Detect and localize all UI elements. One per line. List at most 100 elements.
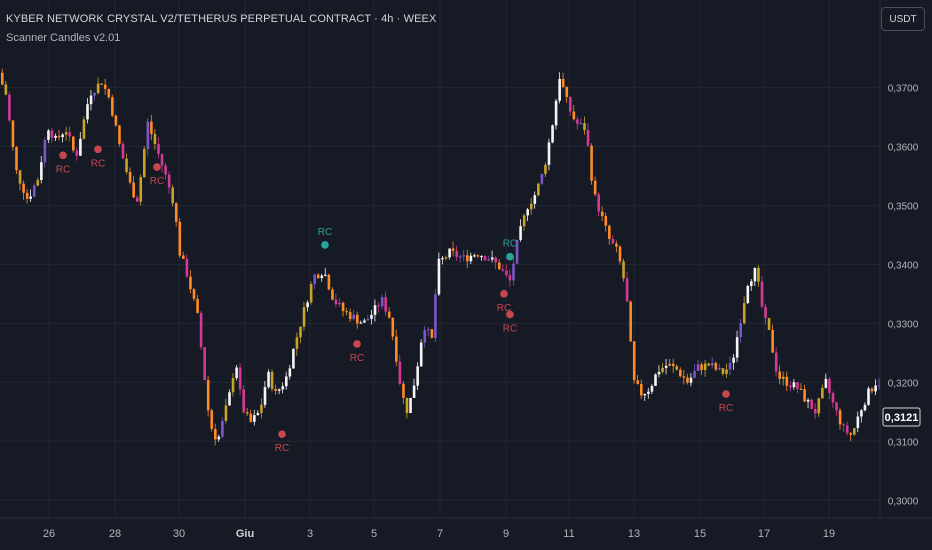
candle bbox=[782, 371, 785, 386]
candle bbox=[458, 254, 462, 263]
time-tick-label: 26 bbox=[43, 528, 55, 540]
candle bbox=[703, 360, 707, 377]
candle bbox=[711, 357, 714, 369]
candle bbox=[146, 118, 150, 156]
candle bbox=[8, 91, 11, 123]
candle bbox=[302, 301, 306, 331]
candle bbox=[334, 293, 338, 308]
candle bbox=[96, 77, 100, 95]
price-axis[interactable]: 0,3000 0,3100 0,3200 0,3300 0,3400 0,3500 0,36… bbox=[879, 0, 919, 518]
candle bbox=[824, 373, 828, 389]
candle bbox=[515, 239, 519, 265]
signal-label: RC bbox=[503, 323, 517, 334]
candle bbox=[72, 136, 75, 153]
candle bbox=[363, 318, 366, 323]
candle bbox=[50, 127, 54, 143]
candle bbox=[32, 183, 36, 198]
candle bbox=[746, 284, 750, 305]
candle bbox=[295, 332, 299, 356]
candle bbox=[263, 380, 267, 408]
time-tick-label: 28 bbox=[109, 528, 121, 540]
candle bbox=[831, 391, 835, 408]
indicator-name[interactable]: Scanner Candles v2.01 bbox=[6, 32, 121, 44]
candle bbox=[345, 308, 348, 316]
candle bbox=[490, 250, 494, 263]
candle bbox=[579, 118, 583, 125]
candle bbox=[654, 373, 657, 387]
candle bbox=[299, 326, 302, 344]
candle bbox=[870, 387, 874, 394]
candle bbox=[508, 269, 512, 287]
candle bbox=[529, 197, 533, 216]
rc-signal-marker: RC bbox=[503, 310, 517, 334]
candle bbox=[412, 378, 416, 399]
candle bbox=[813, 403, 817, 420]
time-tick-label: 13 bbox=[628, 528, 640, 540]
candle bbox=[228, 389, 231, 407]
candle bbox=[174, 202, 178, 227]
candle bbox=[867, 386, 870, 406]
candle bbox=[735, 330, 739, 363]
candles-layer bbox=[1, 68, 881, 446]
candle bbox=[192, 287, 196, 302]
candle bbox=[469, 252, 473, 264]
candle bbox=[341, 301, 345, 317]
price-tick-label: 0,3700 bbox=[888, 83, 919, 94]
candle bbox=[767, 317, 771, 331]
time-tick-label: 9 bbox=[503, 528, 509, 540]
candle bbox=[455, 245, 458, 261]
candle bbox=[40, 155, 43, 184]
currency-button[interactable]: USDT bbox=[881, 7, 925, 31]
candle bbox=[242, 385, 245, 414]
signal-dot bbox=[278, 430, 286, 439]
candle bbox=[835, 401, 838, 416]
candle bbox=[214, 423, 217, 446]
candle bbox=[753, 267, 757, 287]
candle bbox=[430, 329, 434, 339]
candle bbox=[281, 382, 285, 394]
candle bbox=[796, 382, 799, 393]
candle bbox=[547, 138, 551, 171]
signal-markers-layer: RC RC RC RC RC RC RC RC RC RC bbox=[56, 145, 733, 454]
candle bbox=[86, 97, 89, 124]
signal-label: RC bbox=[503, 239, 517, 250]
candle bbox=[593, 176, 597, 197]
candle bbox=[1, 68, 4, 86]
time-axis[interactable]: 26 28 30 Giu 3 5 7 9 11 13 15 17 19 bbox=[0, 517, 932, 540]
candle bbox=[764, 303, 767, 325]
candle bbox=[153, 129, 157, 150]
candle bbox=[661, 362, 664, 374]
candle bbox=[689, 373, 693, 387]
candle bbox=[15, 145, 18, 175]
time-tick-label: 7 bbox=[437, 528, 443, 540]
candle bbox=[799, 383, 803, 391]
candle bbox=[551, 124, 554, 144]
candle bbox=[451, 241, 455, 257]
candle bbox=[565, 86, 569, 103]
rc-signal-marker: RC bbox=[503, 239, 517, 261]
candle bbox=[164, 162, 167, 180]
candle bbox=[249, 409, 253, 423]
candle bbox=[384, 291, 387, 316]
candle bbox=[348, 308, 352, 323]
candle bbox=[391, 317, 395, 341]
candle bbox=[739, 319, 742, 343]
candle bbox=[561, 72, 565, 89]
candle bbox=[671, 358, 675, 373]
candle bbox=[512, 257, 515, 286]
candle bbox=[366, 315, 370, 321]
signal-dot bbox=[500, 290, 508, 298]
candle bbox=[324, 268, 327, 277]
candle bbox=[253, 409, 256, 426]
last-price-value: 0,3121 bbox=[885, 412, 919, 424]
candle bbox=[558, 72, 561, 104]
signal-dot bbox=[722, 390, 730, 398]
candle bbox=[600, 206, 604, 221]
candle bbox=[636, 374, 640, 385]
candle bbox=[682, 369, 686, 385]
candle bbox=[774, 347, 778, 377]
candle bbox=[828, 377, 831, 400]
candle bbox=[732, 354, 735, 370]
candle bbox=[817, 397, 821, 417]
